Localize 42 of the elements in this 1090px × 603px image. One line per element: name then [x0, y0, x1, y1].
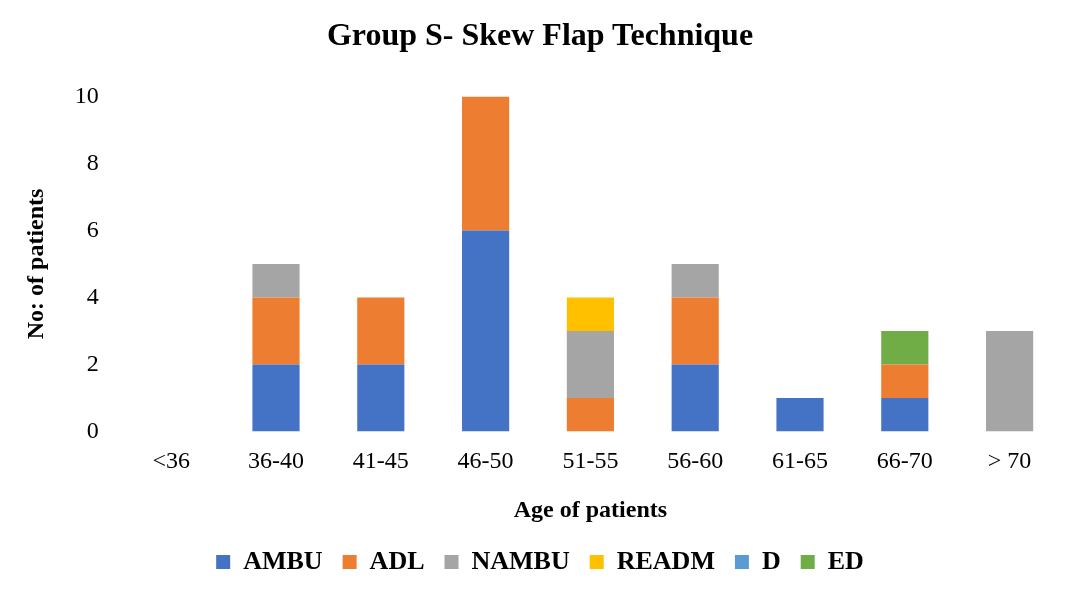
- x-axis-title: Age of patients: [513, 495, 668, 522]
- bar: [252, 263, 300, 298]
- y-tick-label: 8: [86, 148, 99, 175]
- bar: [252, 364, 300, 432]
- bar: [566, 397, 614, 432]
- x-tick-label: <36: [152, 447, 190, 474]
- y-axis-title: No: of patients: [21, 188, 48, 340]
- legend-label: ADL: [369, 545, 425, 575]
- legend-label: NAMBU: [471, 545, 570, 575]
- bar: [986, 330, 1034, 432]
- bar: [357, 364, 405, 432]
- legend-label: READM: [616, 545, 715, 575]
- y-tick-label: 0: [86, 416, 99, 443]
- bar: [881, 364, 929, 398]
- y-tick-label: 10: [74, 81, 99, 108]
- bar: [776, 397, 824, 432]
- x-tick-label: 41-45: [352, 447, 409, 474]
- bar: [671, 263, 719, 298]
- bar: [881, 330, 929, 365]
- x-tick-label: 46-50: [457, 447, 514, 474]
- bar: [566, 330, 614, 398]
- chart-title: Group S- Skew Flap Technique: [326, 16, 754, 53]
- bar: [881, 397, 929, 432]
- x-tick-label: > 70: [987, 447, 1032, 474]
- bar: [462, 230, 510, 432]
- y-tick-label: 6: [86, 215, 99, 242]
- y-tick-label: 2: [86, 349, 99, 376]
- bar: [462, 96, 510, 231]
- legend-label: ED: [827, 545, 864, 575]
- legend-label: D: [761, 545, 781, 575]
- bar: [357, 297, 405, 365]
- x-tick-label: 66-70: [876, 447, 933, 474]
- bar: [671, 364, 719, 432]
- bar: [671, 297, 719, 365]
- bar: [566, 297, 614, 331]
- bar: [252, 297, 300, 365]
- x-tick-label: 36-40: [248, 447, 304, 474]
- legend-label: AMBU: [243, 545, 323, 575]
- x-tick-label: 51-55: [562, 447, 619, 474]
- x-tick-label: 56-60: [667, 447, 724, 474]
- x-tick-label: 61-65: [772, 447, 828, 474]
- y-tick-label: 4: [86, 282, 99, 309]
